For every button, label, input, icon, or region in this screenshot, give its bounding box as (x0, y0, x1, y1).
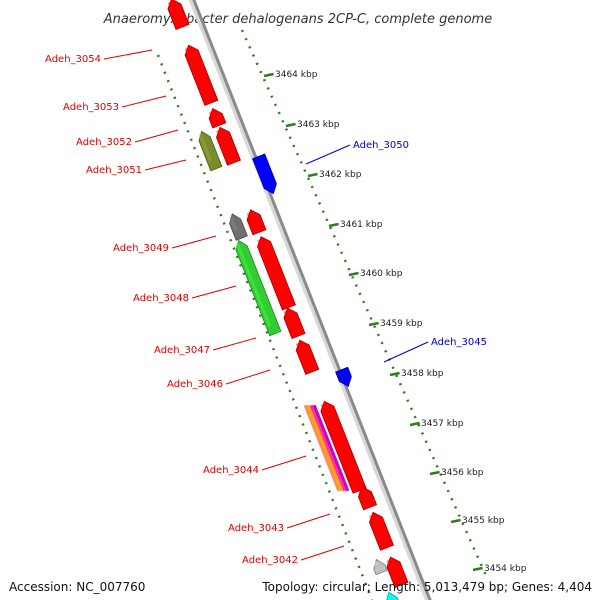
gene-label: Adeh_3054 (45, 54, 101, 65)
kbp-tick-mark (389, 371, 400, 377)
kbp-tick-label: 3458 kbp (401, 369, 444, 379)
gene-block-3042 (386, 556, 409, 589)
label-leader-line (191, 285, 237, 299)
gene-label: Adeh_3047 (154, 345, 210, 356)
outer-ruler (240, 29, 490, 581)
gene-block-3050 (252, 153, 277, 195)
gene-block-green (235, 239, 282, 337)
kbp-tick-mark (472, 566, 483, 572)
label-leader-line (261, 455, 307, 471)
kbp-tick-mark (429, 470, 440, 476)
genome-summary-text: Topology: circular; Length: 5,013,479 bp… (262, 580, 592, 594)
kbp-tick-label: 3463 kbp (297, 120, 340, 130)
kbp-tick-mark (450, 518, 461, 524)
gene-label: Adeh_3051 (86, 165, 142, 176)
kbp-tick-mark (285, 122, 296, 128)
label-leader-line (134, 129, 179, 143)
gene-block-3043b (369, 511, 394, 551)
kbp-tick-mark (409, 421, 420, 427)
kbp-tick-mark (348, 271, 359, 277)
kbp-tick-label: 3464 kbp (275, 70, 318, 80)
label-leader-line (103, 49, 153, 60)
label-leader-line (305, 144, 351, 165)
gene-block-gray (229, 213, 248, 241)
gene-block-3051 (198, 130, 223, 172)
kbp-tick-label: 3457 kbp (421, 419, 464, 429)
kbp-tick-label: 3455 kbp (462, 516, 505, 526)
gene-label: Adeh_3053 (63, 102, 119, 113)
inner-ruler (156, 54, 374, 600)
backbone (192, 0, 432, 600)
gene-label: Adeh_3052 (76, 137, 132, 148)
gene-label: Adeh_3050 (353, 140, 409, 151)
gene-features (167, 0, 409, 600)
gene-block-lightgray (373, 558, 388, 576)
gene-block-3047 (283, 307, 306, 340)
kbp-tick-mark (263, 72, 274, 78)
gene-label: Adeh_3045 (431, 337, 487, 348)
gene-block-cyan (385, 591, 399, 600)
kbp-ticks: 3464 kbp 3463 kbp 3462 kbp 3461 kbp 3460 kbp… (263, 70, 527, 574)
gene-label: Adeh_3048 (133, 293, 189, 304)
kbp-tick-label: 3462 kbp (319, 170, 362, 180)
label-leader-line (300, 545, 345, 561)
kbp-tick-mark (307, 172, 318, 178)
gene-block-3044-stripes (303, 404, 350, 492)
label-leader-line (171, 235, 217, 249)
gene-block-3052 (216, 126, 241, 166)
kbp-tick-label: 3460 kbp (360, 269, 403, 279)
gene-label: Adeh_3046 (167, 379, 223, 390)
gene-label: Adeh_3049 (113, 243, 169, 254)
backbone-shadow (188, 0, 432, 600)
label-leader-line (144, 159, 187, 171)
gene-label: Adeh_3044 (203, 465, 259, 476)
label-leader-line (121, 95, 167, 108)
map-title: Anaeromyxobacter dehalogenans 2CP-C, com… (103, 12, 492, 27)
gene-block-3043a (357, 486, 378, 511)
gene-label: Adeh_3043 (228, 523, 284, 534)
kbp-tick-mark (328, 222, 339, 228)
kbp-tick-label: 3459 kbp (380, 319, 423, 329)
gene-label: Adeh_3042 (242, 555, 298, 566)
kbp-tick-label: 3456 kbp (441, 468, 484, 478)
label-leader-line (225, 369, 271, 385)
kbp-tick-mark (368, 321, 379, 327)
gene-block-3045 (335, 366, 352, 387)
gene-block-3046 (295, 339, 320, 375)
accession-text: Accession: NC_007760 (9, 580, 146, 594)
gene-block-top (167, 0, 190, 31)
gene-block-3048 (257, 236, 296, 311)
kbp-tick-label: 3454 kbp (484, 564, 527, 574)
label-leader-line (286, 513, 331, 529)
gene-block-3053 (208, 108, 227, 129)
gene-labels: Adeh_3054 Adeh_3053 Adeh_3052 Adeh_3051 Adeh… (45, 49, 487, 566)
kbp-tick-label: 3461 kbp (340, 220, 383, 230)
gene-block-3054 (184, 44, 219, 106)
gene-block-3049 (246, 209, 267, 236)
label-leader-line (212, 337, 257, 351)
label-leader-line (383, 341, 429, 363)
